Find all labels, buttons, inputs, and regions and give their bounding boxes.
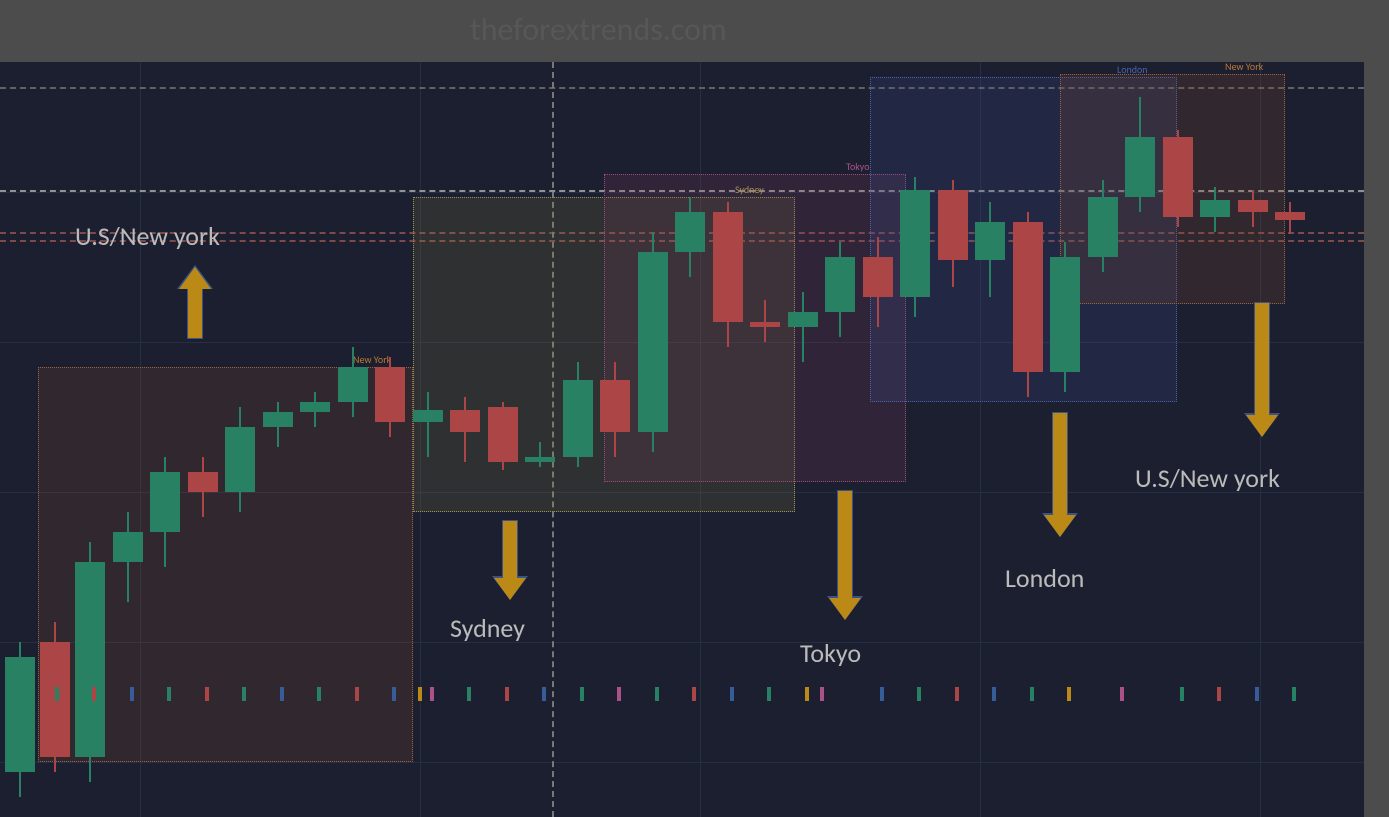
annotation-tokyo-down-label: Tokyo (800, 637, 861, 669)
volume-tick (730, 687, 734, 701)
candle-body (450, 410, 480, 432)
volume-tick (505, 687, 509, 701)
candle-body (5, 657, 35, 772)
volume-tick (280, 687, 284, 701)
candle-body (1013, 222, 1043, 372)
volume-tick (205, 687, 209, 701)
candle-body (188, 472, 218, 492)
volume-tick (1292, 687, 1296, 701)
candle-body (1163, 137, 1193, 217)
candle-body (563, 380, 593, 457)
volume-tick (130, 687, 134, 701)
candle-wick (539, 442, 541, 467)
candle-body (1275, 212, 1305, 220)
candle-body (1088, 197, 1118, 257)
volume-tick (542, 687, 546, 701)
candle-body (713, 212, 743, 322)
volume-tick (242, 687, 246, 701)
candle-body (338, 367, 368, 402)
candle-body (938, 190, 968, 260)
candle-body (225, 427, 255, 492)
candle-wick (802, 292, 804, 362)
annotation-london-down-arrow-icon (1044, 412, 1076, 537)
candle-body (75, 562, 105, 757)
candle-body (150, 472, 180, 532)
candle-body (975, 222, 1005, 260)
candle-body (525, 457, 555, 462)
candle-body (488, 407, 518, 462)
candle-body (900, 190, 930, 297)
volume-tick (1030, 687, 1034, 701)
candle-wick (764, 300, 766, 342)
candle-body (263, 412, 293, 427)
volume-tick (880, 687, 884, 701)
volume-tick (580, 687, 584, 701)
watermark-text: theforextrends.com (470, 10, 727, 49)
candle-body (1125, 137, 1155, 197)
volume-tick (1255, 687, 1259, 701)
volume-tick (418, 687, 422, 701)
candle-body (750, 322, 780, 327)
volume-tick (955, 687, 959, 701)
session-label-tokyo: Tokyo (846, 160, 870, 173)
annotation-us-newyork-down-label: U.S/New york (1135, 462, 1280, 494)
session-label-newyork2: New York (1225, 62, 1263, 73)
volume-tick (655, 687, 659, 701)
annotation-sydney-down-arrow-icon (494, 520, 526, 600)
volume-tick (430, 687, 434, 701)
candle-body (788, 312, 818, 327)
volume-tick (317, 687, 321, 701)
volume-tick (1120, 687, 1124, 701)
annotation-tokyo-down-arrow-icon (829, 490, 861, 620)
volume-tick (692, 687, 696, 701)
volume-tick (392, 687, 396, 701)
candle-body (1050, 257, 1080, 372)
session-label-newyork1: New York (353, 353, 391, 366)
volume-tick (467, 687, 471, 701)
candle-body (413, 410, 443, 422)
candle-body (375, 367, 405, 422)
candle-body (825, 257, 855, 312)
volume-tick (55, 687, 59, 701)
candle-body (638, 252, 668, 432)
candle-body (113, 532, 143, 562)
volume-tick (617, 687, 621, 701)
candle-body (600, 380, 630, 432)
volume-tick (92, 687, 96, 701)
volume-tick (992, 687, 996, 701)
candle-body (1238, 200, 1268, 212)
volume-tick (1067, 687, 1071, 701)
chart-area[interactable]: New York Sydney Tokyo London New York U.S/New… (0, 62, 1364, 817)
volume-tick (167, 687, 171, 701)
candle-body (300, 402, 330, 412)
volume-tick (1217, 687, 1221, 701)
gridline-horizontal (0, 762, 1364, 763)
volume-tick (917, 687, 921, 701)
volume-tick (820, 687, 824, 701)
annotation-sydney-down-label: Sydney (450, 612, 525, 644)
candle-body (1200, 200, 1230, 217)
candle-body (675, 212, 705, 252)
annotation-us-newyork-up-arrow-icon (179, 267, 211, 337)
candle-wick (427, 392, 429, 457)
volume-tick (1180, 687, 1184, 701)
volume-tick (805, 687, 809, 701)
volume-tick (767, 687, 771, 701)
candle-body (863, 257, 893, 297)
annotation-us-newyork-down-arrow-icon (1246, 302, 1278, 437)
annotation-us-newyork-up-label: U.S/New york (75, 220, 220, 252)
volume-tick (355, 687, 359, 701)
annotation-london-down-label: London (1005, 562, 1084, 594)
